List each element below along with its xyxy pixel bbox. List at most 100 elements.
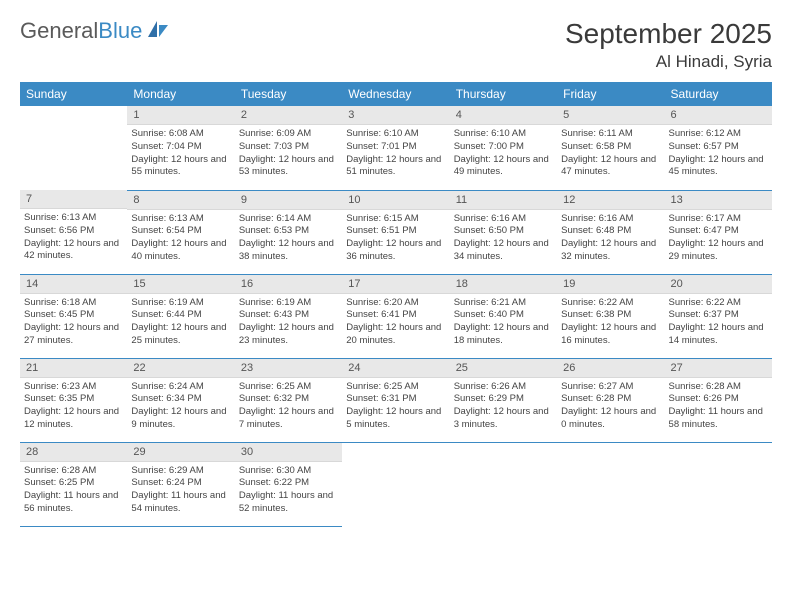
day-body: Sunrise: 6:23 AMSunset: 6:35 PMDaylight:… [20,378,127,434]
calendar-row: 14Sunrise: 6:18 AMSunset: 6:45 PMDayligh… [20,274,772,358]
day-number: 25 [450,359,557,378]
calendar-cell: 13Sunrise: 6:17 AMSunset: 6:47 PMDayligh… [665,190,772,274]
day-number: 10 [342,191,449,210]
calendar-cell: 7Sunrise: 6:13 AMSunset: 6:56 PMDaylight… [20,190,127,274]
logo-word1: General [20,18,98,43]
day-number: 14 [20,275,127,294]
day-number: 11 [450,191,557,210]
day-body: Sunrise: 6:21 AMSunset: 6:40 PMDaylight:… [450,294,557,350]
day-number: 22 [127,359,234,378]
day-body: Sunrise: 6:16 AMSunset: 6:48 PMDaylight:… [557,210,664,266]
day-number: 15 [127,275,234,294]
day-body: Sunrise: 6:25 AMSunset: 6:31 PMDaylight:… [342,378,449,434]
day-number: 9 [235,191,342,210]
day-number: 1 [127,106,234,125]
day-number: 21 [20,359,127,378]
day-body: Sunrise: 6:10 AMSunset: 7:01 PMDaylight:… [342,125,449,181]
day-body: Sunrise: 6:30 AMSunset: 6:22 PMDaylight:… [235,462,342,518]
day-body: Sunrise: 6:29 AMSunset: 6:24 PMDaylight:… [127,462,234,518]
day-body: Sunrise: 6:10 AMSunset: 7:00 PMDaylight:… [450,125,557,181]
day-body: Sunrise: 6:17 AMSunset: 6:47 PMDaylight:… [665,210,772,266]
calendar-body: 1Sunrise: 6:08 AMSunset: 7:04 PMDaylight… [20,106,772,526]
day-number: 24 [342,359,449,378]
day-body: Sunrise: 6:25 AMSunset: 6:32 PMDaylight:… [235,378,342,434]
day-body: Sunrise: 6:12 AMSunset: 6:57 PMDaylight:… [665,125,772,181]
day-number: 18 [450,275,557,294]
calendar-row: 21Sunrise: 6:23 AMSunset: 6:35 PMDayligh… [20,358,772,442]
location: Al Hinadi, Syria [565,52,772,72]
day-number: 8 [127,191,234,210]
calendar-cell [665,442,772,526]
day-number: 3 [342,106,449,125]
logo-word2: Blue [98,18,142,43]
day-number: 13 [665,191,772,210]
calendar-cell [20,106,127,190]
day-number: 5 [557,106,664,125]
weekday-header: Monday [127,82,234,106]
calendar-cell: 21Sunrise: 6:23 AMSunset: 6:35 PMDayligh… [20,358,127,442]
weekday-header: Saturday [665,82,772,106]
calendar-cell: 10Sunrise: 6:15 AMSunset: 6:51 PMDayligh… [342,190,449,274]
calendar-cell: 2Sunrise: 6:09 AMSunset: 7:03 PMDaylight… [235,106,342,190]
day-number: 30 [235,443,342,462]
day-body: Sunrise: 6:22 AMSunset: 6:38 PMDaylight:… [557,294,664,350]
day-number: 23 [235,359,342,378]
day-number: 16 [235,275,342,294]
header: GeneralBlue September 2025 Al Hinadi, Sy… [20,18,772,72]
calendar-cell: 27Sunrise: 6:28 AMSunset: 6:26 PMDayligh… [665,358,772,442]
calendar-cell: 26Sunrise: 6:27 AMSunset: 6:28 PMDayligh… [557,358,664,442]
day-body: Sunrise: 6:08 AMSunset: 7:04 PMDaylight:… [127,125,234,181]
day-number: 17 [342,275,449,294]
day-body: Sunrise: 6:20 AMSunset: 6:41 PMDaylight:… [342,294,449,350]
calendar-cell: 15Sunrise: 6:19 AMSunset: 6:44 PMDayligh… [127,274,234,358]
day-number: 6 [665,106,772,125]
calendar-cell [557,442,664,526]
day-number: 19 [557,275,664,294]
logo: GeneralBlue [20,18,170,44]
calendar-cell: 5Sunrise: 6:11 AMSunset: 6:58 PMDaylight… [557,106,664,190]
calendar-row: 7Sunrise: 6:13 AMSunset: 6:56 PMDaylight… [20,190,772,274]
calendar-cell: 20Sunrise: 6:22 AMSunset: 6:37 PMDayligh… [665,274,772,358]
day-number: 2 [235,106,342,125]
calendar-cell: 24Sunrise: 6:25 AMSunset: 6:31 PMDayligh… [342,358,449,442]
calendar-cell: 12Sunrise: 6:16 AMSunset: 6:48 PMDayligh… [557,190,664,274]
day-number: 26 [557,359,664,378]
weekday-row: SundayMondayTuesdayWednesdayThursdayFrid… [20,82,772,106]
day-body: Sunrise: 6:13 AMSunset: 6:54 PMDaylight:… [127,210,234,266]
weekday-header: Thursday [450,82,557,106]
calendar-cell: 6Sunrise: 6:12 AMSunset: 6:57 PMDaylight… [665,106,772,190]
weekday-header: Friday [557,82,664,106]
calendar-cell: 3Sunrise: 6:10 AMSunset: 7:01 PMDaylight… [342,106,449,190]
calendar-cell: 28Sunrise: 6:28 AMSunset: 6:25 PMDayligh… [20,442,127,526]
weekday-header: Tuesday [235,82,342,106]
calendar-cell: 25Sunrise: 6:26 AMSunset: 6:29 PMDayligh… [450,358,557,442]
day-number: 7 [20,190,127,209]
calendar-row: 28Sunrise: 6:28 AMSunset: 6:25 PMDayligh… [20,442,772,526]
calendar-cell: 1Sunrise: 6:08 AMSunset: 7:04 PMDaylight… [127,106,234,190]
day-body: Sunrise: 6:15 AMSunset: 6:51 PMDaylight:… [342,210,449,266]
calendar-cell: 22Sunrise: 6:24 AMSunset: 6:34 PMDayligh… [127,358,234,442]
day-number: 12 [557,191,664,210]
calendar-cell: 17Sunrise: 6:20 AMSunset: 6:41 PMDayligh… [342,274,449,358]
day-number: 20 [665,275,772,294]
calendar-cell: 9Sunrise: 6:14 AMSunset: 6:53 PMDaylight… [235,190,342,274]
day-number: 4 [450,106,557,125]
logo-text: GeneralBlue [20,18,142,44]
day-body: Sunrise: 6:13 AMSunset: 6:56 PMDaylight:… [20,209,127,265]
title-block: September 2025 Al Hinadi, Syria [565,18,772,72]
calendar-cell: 29Sunrise: 6:29 AMSunset: 6:24 PMDayligh… [127,442,234,526]
calendar-cell: 11Sunrise: 6:16 AMSunset: 6:50 PMDayligh… [450,190,557,274]
day-body: Sunrise: 6:19 AMSunset: 6:44 PMDaylight:… [127,294,234,350]
day-body: Sunrise: 6:09 AMSunset: 7:03 PMDaylight:… [235,125,342,181]
weekday-header: Wednesday [342,82,449,106]
month-title: September 2025 [565,18,772,50]
day-body: Sunrise: 6:26 AMSunset: 6:29 PMDaylight:… [450,378,557,434]
day-body: Sunrise: 6:11 AMSunset: 6:58 PMDaylight:… [557,125,664,181]
day-body: Sunrise: 6:22 AMSunset: 6:37 PMDaylight:… [665,294,772,350]
calendar-cell: 23Sunrise: 6:25 AMSunset: 6:32 PMDayligh… [235,358,342,442]
day-number: 29 [127,443,234,462]
day-body: Sunrise: 6:28 AMSunset: 6:26 PMDaylight:… [665,378,772,434]
day-body: Sunrise: 6:18 AMSunset: 6:45 PMDaylight:… [20,294,127,350]
calendar-cell: 19Sunrise: 6:22 AMSunset: 6:38 PMDayligh… [557,274,664,358]
day-number: 28 [20,443,127,462]
